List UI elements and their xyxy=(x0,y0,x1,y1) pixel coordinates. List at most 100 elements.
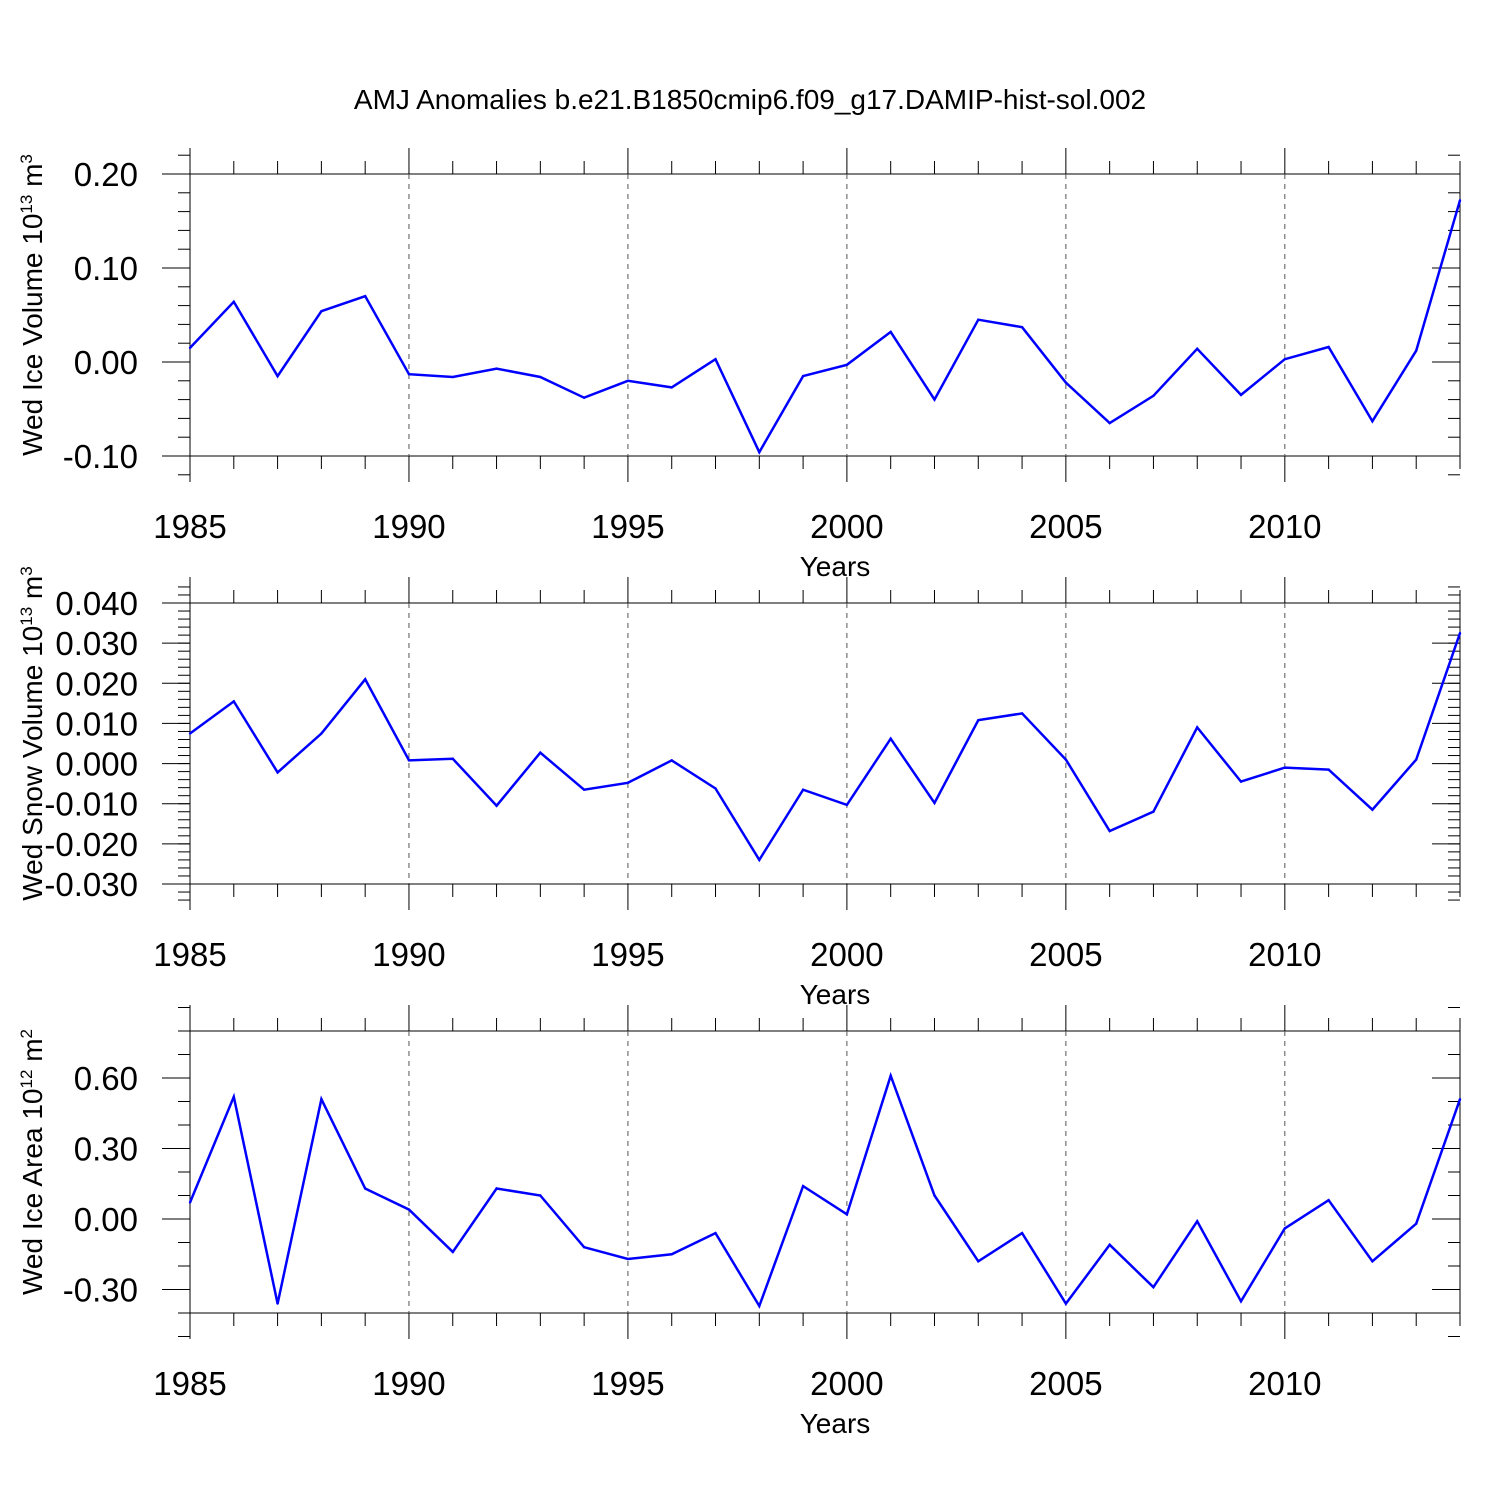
data-point xyxy=(977,719,980,722)
data-point xyxy=(1020,326,1024,329)
data-point xyxy=(933,1194,936,1197)
data-point xyxy=(670,759,673,762)
data-point xyxy=(276,771,279,774)
data-point xyxy=(407,759,411,762)
data-point xyxy=(1371,420,1374,423)
x-axis-title: Years xyxy=(800,551,871,582)
y-axis-title-exponent: 13 xyxy=(17,607,36,626)
x-tick-label: 2005 xyxy=(1029,508,1102,545)
x-tick-label: 2000 xyxy=(810,508,883,545)
y-axis-title: Wed Ice Area 1012 m2 xyxy=(17,1029,48,1295)
data-point xyxy=(276,374,279,378)
data-point xyxy=(407,1208,411,1211)
chart-title: AMJ Anomalies b.e21.B1850cmip6.f09_g17.D… xyxy=(353,84,1147,115)
data-point xyxy=(670,386,673,389)
x-tick-label: 1990 xyxy=(372,508,445,545)
data-point xyxy=(933,398,936,401)
data-point xyxy=(1020,712,1024,715)
chart-panel-ice-volume: 1985 1990 1995 2000 2005 2010 Years -0.10 0.00 0.… xyxy=(17,148,1462,582)
data-point xyxy=(801,788,805,791)
data-point xyxy=(714,1231,717,1235)
x-tick-label: 2010 xyxy=(1248,936,1321,973)
series-line-ice-volume xyxy=(189,199,1462,455)
data-point xyxy=(977,1260,980,1263)
y-tick-label: 0.020 xyxy=(55,665,138,702)
x-axis-title: Years xyxy=(800,979,871,1010)
data-point xyxy=(1458,631,1462,635)
data-point xyxy=(889,1074,892,1077)
y-axis-title-main: Wed Snow Volume 10 xyxy=(17,626,48,901)
y-tick-label: 0.20 xyxy=(74,156,138,193)
data-point xyxy=(933,801,936,805)
data-point xyxy=(188,732,192,735)
y-tick-label: -0.030 xyxy=(44,866,138,903)
data-point xyxy=(1196,347,1199,351)
data-point xyxy=(1327,1199,1330,1202)
data-point xyxy=(495,1187,498,1190)
data-point xyxy=(1020,1231,1024,1235)
data-point xyxy=(1415,349,1418,352)
data-point xyxy=(232,1095,235,1099)
x-tick-label: 2005 xyxy=(1029,936,1102,973)
data-point xyxy=(626,781,630,785)
x-tick-label: 1995 xyxy=(591,1365,664,1402)
data-point xyxy=(889,330,892,334)
data-point xyxy=(1283,357,1287,361)
data-point xyxy=(320,732,323,735)
series-line-snow-volume xyxy=(189,632,1462,863)
data-point xyxy=(1239,393,1243,397)
chart-panel-snow-volume: 1985 1990 1995 2000 2005 2010 Years -0.030-0.02… xyxy=(17,566,1462,1010)
data-point xyxy=(232,300,235,304)
data-point xyxy=(1371,808,1374,811)
y-tick-label: -0.10 xyxy=(63,438,138,475)
data-point xyxy=(363,1187,367,1190)
y-axis-title-unit-exponent: 3 xyxy=(17,566,36,575)
data-point xyxy=(1064,1302,1068,1305)
x-tick-label: 2000 xyxy=(810,1365,883,1402)
y-tick-label: -0.020 xyxy=(44,826,138,863)
data-point xyxy=(582,1246,586,1249)
y-tick-label: 0.00 xyxy=(74,1201,138,1238)
data-point xyxy=(1152,810,1155,813)
data-point xyxy=(188,346,192,350)
y-axis-title-main: Wed Ice Volume 10 xyxy=(17,214,48,456)
data-point xyxy=(320,1097,323,1101)
x-axis-title: Years xyxy=(800,1408,871,1439)
data-point xyxy=(1415,1222,1418,1225)
data-point xyxy=(801,1184,805,1188)
data-point xyxy=(1108,421,1111,425)
data-point xyxy=(626,1257,630,1261)
data-point xyxy=(1108,829,1111,833)
data-point xyxy=(714,357,717,361)
data-point xyxy=(1283,766,1287,769)
data-point xyxy=(1152,1285,1155,1289)
series-line-ice-area xyxy=(188,1071,1462,1309)
y-tick-label: 0.60 xyxy=(74,1060,138,1097)
data-point xyxy=(845,1213,849,1216)
x-tick-label: 2010 xyxy=(1248,508,1321,545)
y-tick-label: -0.010 xyxy=(44,786,138,823)
data-point xyxy=(539,1194,542,1197)
x-tick-label: 1990 xyxy=(372,936,445,973)
y-tick-label: 0.00 xyxy=(74,344,138,381)
y-axis-title-unit: m xyxy=(17,1038,48,1069)
plot-frame xyxy=(189,1030,1461,1314)
data-point xyxy=(845,363,849,367)
x-tick-label: 1995 xyxy=(591,508,664,545)
data-point xyxy=(1239,780,1243,783)
y-axis-title: Wed Snow Volume 1013 m3 xyxy=(17,566,48,900)
data-point xyxy=(451,757,454,760)
y-axis-title-exponent: 12 xyxy=(17,1070,36,1089)
data-point xyxy=(626,379,630,382)
data-point xyxy=(407,373,411,376)
data-point xyxy=(232,700,235,703)
data-point xyxy=(1108,1243,1111,1247)
data-point xyxy=(1371,1260,1374,1263)
y-tick-label: 0.010 xyxy=(55,705,138,742)
data-point xyxy=(889,737,892,740)
data-point xyxy=(451,1250,454,1254)
data-point xyxy=(539,751,542,754)
data-point xyxy=(363,678,367,681)
data-point xyxy=(451,375,454,379)
